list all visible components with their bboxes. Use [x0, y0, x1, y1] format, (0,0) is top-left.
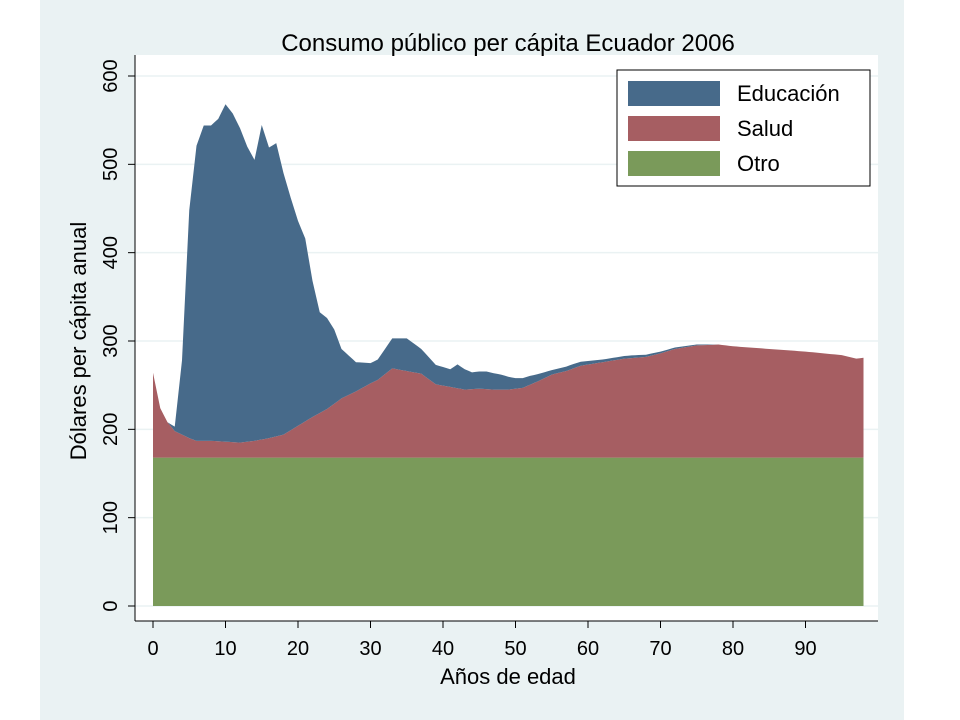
- x-tick-label: 50: [504, 638, 526, 660]
- x-tick-label: 40: [432, 638, 454, 660]
- y-ticks: 0 100 200 300 400 500 600: [100, 59, 135, 612]
- axes: [134, 55, 878, 622]
- legend-label: Salud: [737, 116, 793, 141]
- y-tick-label: 400: [100, 236, 122, 269]
- x-tick-label: 10: [214, 638, 236, 660]
- x-tick-label: 70: [649, 638, 671, 660]
- y-tick-label: 300: [100, 324, 122, 357]
- legend-label: Educación: [737, 81, 840, 106]
- y-axis-title: Dólares per cápita anual: [66, 222, 91, 460]
- x-tick-label: 30: [359, 638, 381, 660]
- area-series: [153, 104, 864, 606]
- y-tick-label: 500: [100, 148, 122, 181]
- y-tick-label: 600: [100, 59, 122, 92]
- y-tick-label: 200: [100, 413, 122, 446]
- legend-swatch: [628, 151, 720, 176]
- area-educacion: [153, 104, 864, 443]
- legend: Educación Salud Otro: [616, 69, 871, 187]
- area-otro: [153, 457, 864, 606]
- legend-label: Otro: [737, 151, 780, 176]
- x-tick-label: 90: [794, 638, 816, 660]
- chart-title: Consumo público per cápita Ecuador 2006: [281, 30, 735, 57]
- y-tick-label: 100: [100, 501, 122, 534]
- x-tick-label: 80: [722, 638, 744, 660]
- area-salud: [153, 344, 864, 458]
- x-tick-label: 20: [287, 638, 309, 660]
- chart-background: 0 100 200 300 400 500 600 0 10 20 30 40 50 60 70 80 90 …: [40, 0, 904, 720]
- legend-swatch: [628, 81, 720, 106]
- x-axis-title: Años de edad: [440, 664, 576, 689]
- x-ticks: 0 10 20 30 40 50 60 70 80 90: [147, 621, 817, 660]
- y-tick-label: 0: [100, 600, 122, 611]
- x-tick-label: 0: [147, 638, 158, 660]
- x-tick-label: 60: [577, 638, 599, 660]
- legend-swatch: [628, 116, 720, 141]
